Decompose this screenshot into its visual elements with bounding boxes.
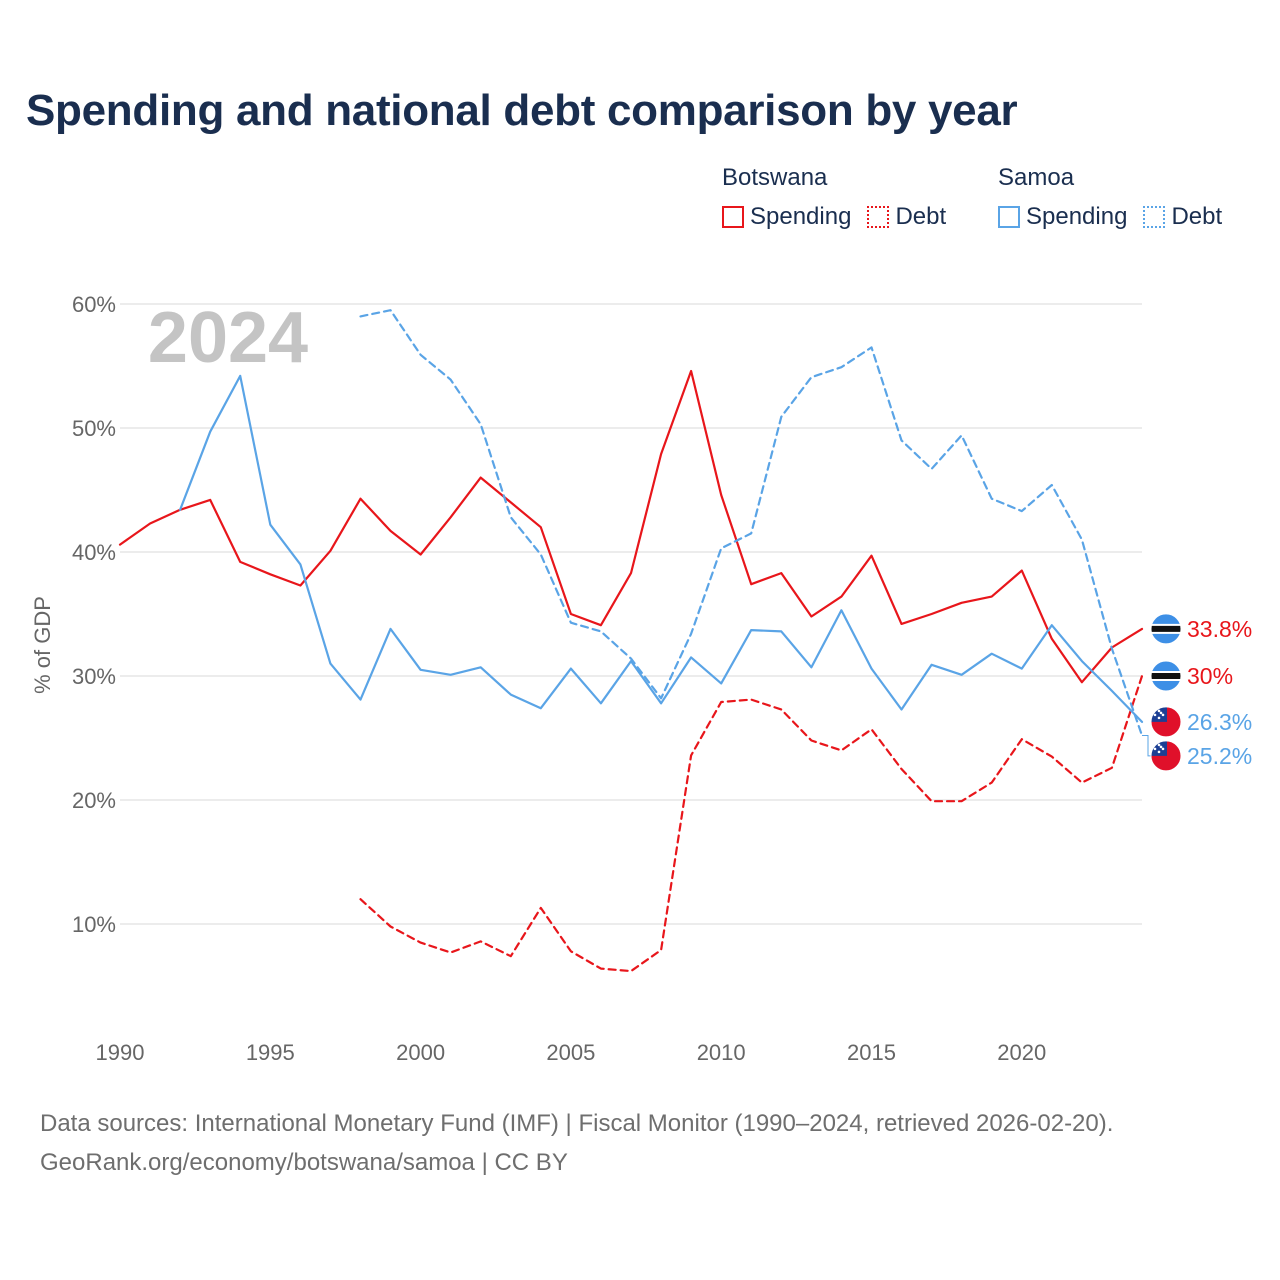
x-tick-label: 2015 (847, 1040, 896, 1065)
flag-badge-samoa (1150, 740, 1182, 772)
legend-botswana-spending[interactable]: Spending (722, 204, 851, 230)
legend-swatch-botswana-spending (722, 206, 744, 228)
y-tick-label: 40% (72, 540, 116, 565)
end-value-label-samoa-debt: 25.2% (1187, 743, 1252, 769)
legend-botswana-debt[interactable]: Debt (867, 204, 946, 230)
legend-country-botswana: Botswana (722, 164, 828, 191)
end-value-label-botswana-debt: 30% (1187, 663, 1233, 689)
y-tick-label: 60% (72, 292, 116, 317)
series-line-samoa-spending[interactable] (179, 374, 1144, 724)
legend-samoa-spending[interactable]: Spending (998, 204, 1127, 230)
legend-country-samoa: Samoa (998, 164, 1075, 191)
legend-group-botswana: Botswana Spending Debt (722, 162, 962, 230)
legend-swatch-botswana-debt (867, 206, 890, 228)
flag-badge-botswana (1150, 660, 1182, 692)
x-axis-ticks: 1990 1995 2000 2005 2010 2015 2020 (96, 1040, 1047, 1065)
data-source-text: Data sources: International Monetary Fun… (40, 1110, 1114, 1137)
y-axis-ticks: 10% 20% 30% 40% 50% 60% (72, 292, 116, 937)
x-tick-label: 2005 (546, 1040, 595, 1065)
flag-badge-samoa (1150, 706, 1182, 738)
footer: Data sources: International Monetary Fun… (40, 1104, 1113, 1182)
legend-samoa-debt[interactable]: Debt (1143, 204, 1222, 230)
legend-swatch-samoa-spending (998, 206, 1020, 228)
y-tick-label: 20% (72, 788, 116, 813)
series-line-botswana-spending[interactable] (118, 369, 1144, 684)
year-watermark: 2024 (148, 298, 308, 378)
legend-label-botswana-spending: Spending (750, 203, 852, 230)
x-tick-label: 1995 (246, 1040, 295, 1065)
chart-title: Spending and national debt comparison by… (26, 86, 1018, 135)
legend-group-samoa: Samoa Spending Debt (998, 162, 1238, 230)
end-value-label-samoa-spending: 26.3% (1187, 709, 1252, 735)
legend-label-samoa-spending: Spending (1026, 203, 1128, 230)
x-tick-label: 2020 (997, 1040, 1046, 1065)
series-lines (118, 309, 1144, 973)
legend-swatch-samoa-debt (1143, 206, 1166, 228)
x-tick-label: 2010 (697, 1040, 746, 1065)
legend-label-samoa-debt: Debt (1171, 203, 1223, 230)
line-chart: 2024 10% 20% 30% 40% 50% 60% 1990 1995 2000 2005… (30, 292, 1252, 1065)
series-line-botswana-debt[interactable] (359, 674, 1144, 973)
series-line-samoa-debt[interactable] (359, 309, 1144, 737)
end-connector-samoa-debt (1142, 735, 1152, 757)
y-axis-label: % of GDP (30, 596, 55, 694)
y-tick-label: 10% (72, 912, 116, 937)
site-credit-text: GeoRank.org/economy/botswana/samoa | CC … (40, 1149, 568, 1176)
y-tick-label: 30% (72, 664, 116, 689)
grid-lines (120, 303, 1142, 925)
end-markers: 33.8% 30% 26.3% 25.2% (1142, 613, 1252, 772)
end-value-label-botswana-spending: 33.8% (1187, 616, 1252, 642)
legend-label-botswana-debt: Debt (895, 203, 947, 230)
x-tick-label: 2000 (396, 1040, 445, 1065)
flag-badge-botswana (1150, 613, 1182, 645)
y-tick-label: 50% (72, 416, 116, 441)
x-tick-label: 1990 (96, 1040, 145, 1065)
